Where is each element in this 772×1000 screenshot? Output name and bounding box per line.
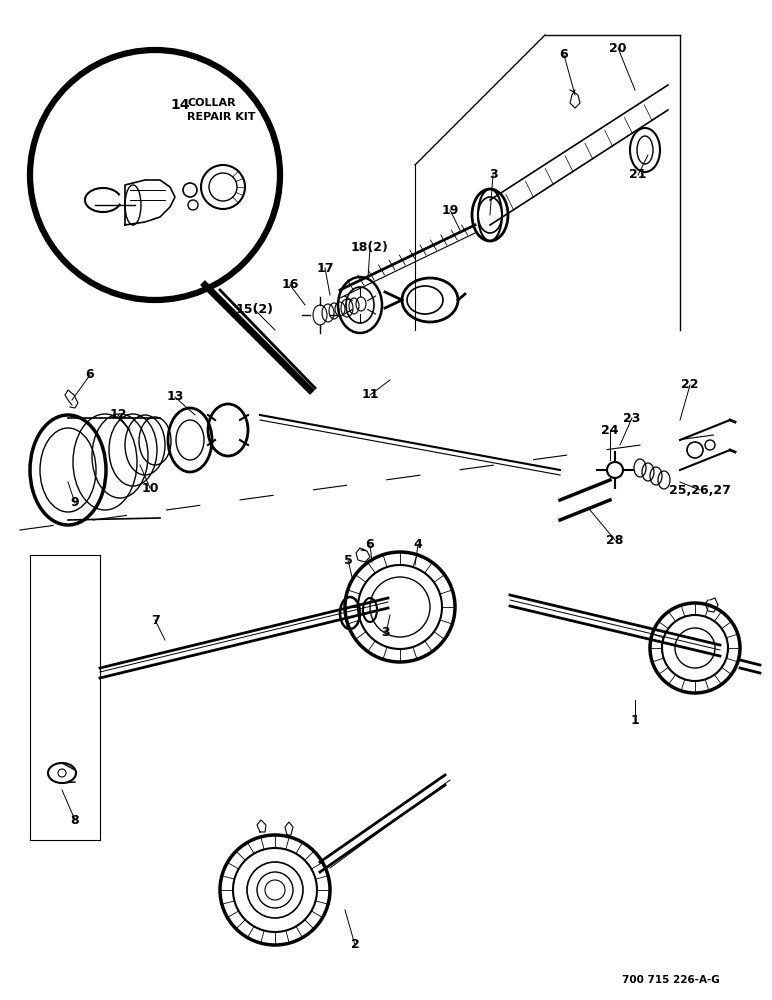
Text: 13: 13 (166, 390, 184, 403)
Text: 20: 20 (609, 41, 627, 54)
Text: 9: 9 (71, 496, 80, 510)
Text: 7: 7 (151, 613, 159, 626)
Text: COLLAR: COLLAR (187, 98, 235, 108)
Text: 23: 23 (623, 412, 641, 424)
Text: 22: 22 (681, 378, 699, 391)
Text: 3: 3 (381, 626, 391, 640)
Text: 24: 24 (601, 424, 618, 436)
Text: 14: 14 (170, 98, 189, 112)
Text: 28: 28 (606, 534, 624, 546)
Text: 10: 10 (141, 482, 159, 494)
Text: 5: 5 (344, 554, 352, 566)
Text: 6: 6 (560, 48, 568, 62)
Text: 21: 21 (629, 168, 647, 182)
Text: 6: 6 (86, 368, 94, 381)
Text: REPAIR KIT: REPAIR KIT (187, 112, 256, 122)
Text: 3: 3 (489, 168, 497, 182)
Text: 17: 17 (317, 261, 334, 274)
Text: 12: 12 (110, 408, 127, 422)
Text: 6: 6 (366, 538, 374, 552)
Text: 4: 4 (414, 538, 422, 552)
Text: 1: 1 (631, 714, 639, 726)
Text: 11: 11 (361, 388, 379, 401)
Text: 2: 2 (350, 938, 360, 952)
Text: 8: 8 (71, 814, 80, 826)
Text: 16: 16 (281, 278, 299, 292)
Text: 15(2): 15(2) (236, 304, 274, 316)
Text: 19: 19 (442, 204, 459, 217)
Text: 700 715 226-A-G: 700 715 226-A-G (622, 975, 720, 985)
Text: 18(2): 18(2) (351, 241, 389, 254)
Text: 25,26,27: 25,26,27 (669, 484, 731, 496)
